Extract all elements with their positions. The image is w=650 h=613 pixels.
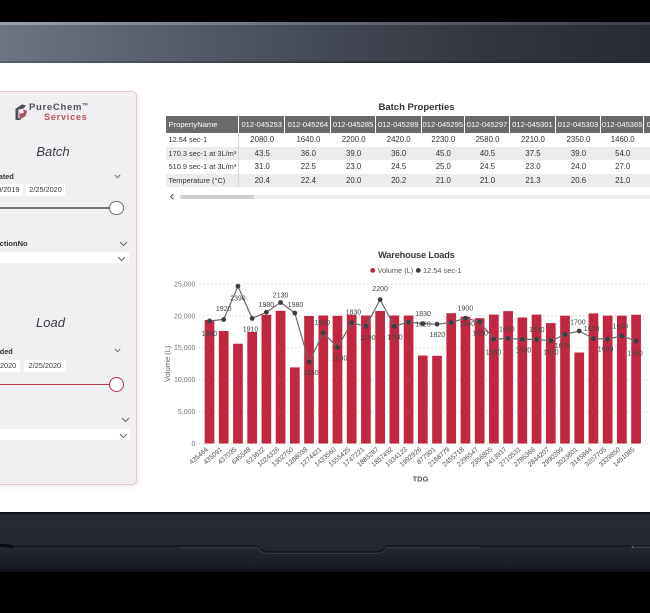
svg-text:1600: 1600: [598, 347, 614, 354]
svg-text:1670: 1670: [555, 343, 571, 350]
svg-text:1700: 1700: [570, 320, 586, 327]
svg-text:1680: 1680: [315, 320, 331, 327]
svg-text:1980: 1980: [259, 302, 275, 309]
svg-text:1980: 1980: [288, 302, 304, 309]
svg-text:15,000: 15,000: [174, 345, 196, 352]
svg-text:1880: 1880: [202, 331, 218, 338]
svg-text:1600: 1600: [499, 326, 515, 333]
svg-text:2390: 2390: [230, 295, 246, 302]
svg-text:1820: 1820: [430, 332, 446, 339]
svg-text:1830: 1830: [346, 310, 362, 317]
svg-text:1600: 1600: [584, 326, 600, 333]
svg-text:TDG: TDG: [413, 475, 429, 484]
svg-text:1840: 1840: [459, 321, 475, 328]
svg-text:1910: 1910: [243, 326, 259, 333]
svg-text:Warehouse Loads: Warehouse Loads: [378, 250, 455, 260]
svg-text:1900: 1900: [458, 306, 474, 313]
svg-text:Volume (L): Volume (L): [378, 266, 414, 275]
svg-text:1850: 1850: [472, 331, 488, 338]
svg-text:10,000: 10,000: [174, 377, 196, 384]
svg-text:2200: 2200: [372, 286, 388, 293]
svg-text:Volume (L): Volume (L): [163, 345, 172, 382]
svg-text:1790: 1790: [387, 335, 403, 342]
svg-text:25,000: 25,000: [174, 281, 196, 288]
svg-text:1830: 1830: [415, 311, 431, 318]
svg-text:1530: 1530: [332, 356, 348, 363]
svg-text:1590: 1590: [529, 327, 545, 334]
svg-text:1820: 1820: [415, 321, 431, 328]
svg-text:5,000: 5,000: [178, 409, 196, 416]
svg-text:1550: 1550: [627, 351, 643, 358]
svg-text:2130: 2130: [273, 292, 289, 299]
svg-text:1590: 1590: [516, 348, 532, 355]
svg-text:20,000: 20,000: [174, 313, 196, 320]
svg-text:1790: 1790: [360, 335, 376, 342]
svg-text:0: 0: [191, 441, 195, 448]
svg-text:1920: 1920: [216, 306, 232, 313]
svg-text:1550: 1550: [486, 350, 502, 357]
svg-text:1570: 1570: [543, 350, 559, 357]
svg-text:1250: 1250: [303, 370, 319, 377]
svg-text:1640: 1640: [613, 324, 629, 331]
svg-text:12.54 sec-1: 12.54 sec-1: [423, 266, 462, 275]
